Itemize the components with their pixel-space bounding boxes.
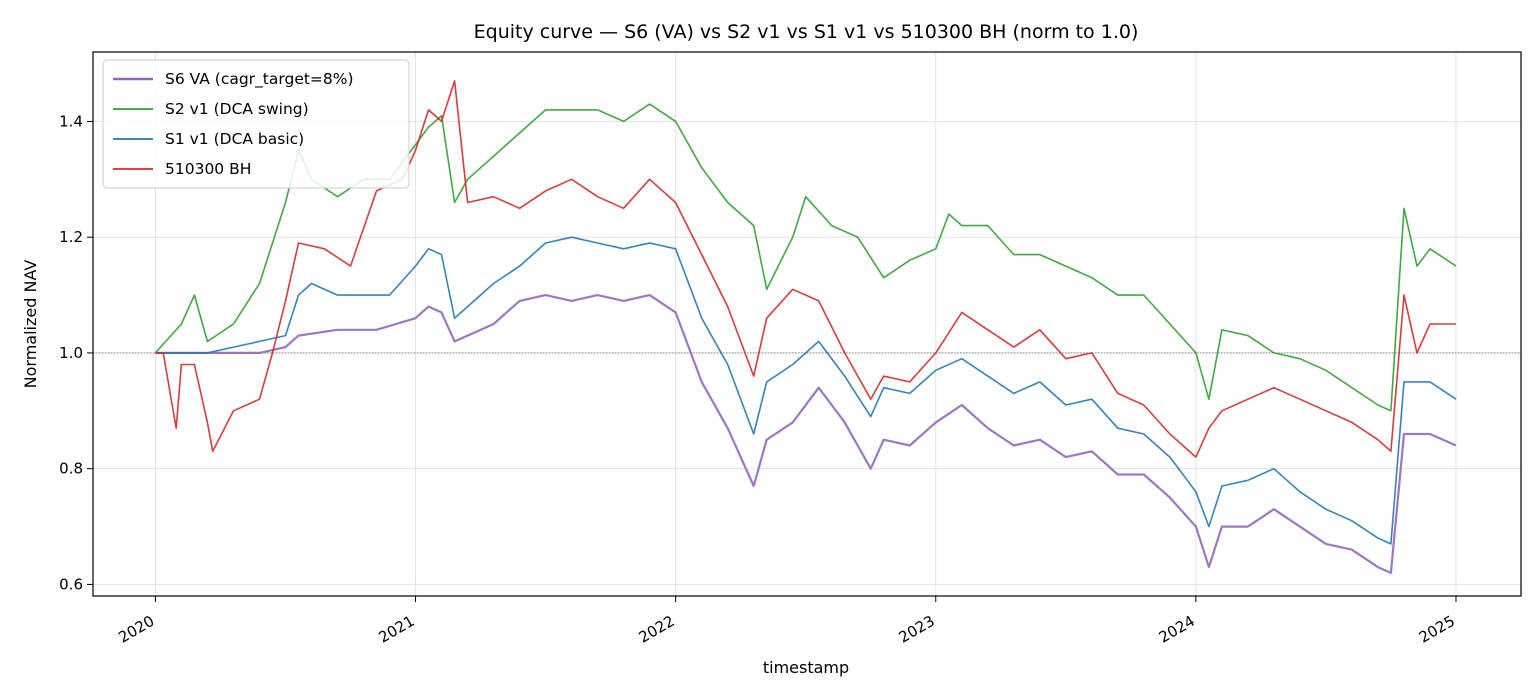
plot-area-frame [92,51,1522,597]
y-tick-label: 0.8 [59,460,83,478]
x-tick-label: 2020 [115,612,157,647]
x-tick-label: 2024 [1156,612,1198,647]
x-tick-label: 2022 [636,612,678,647]
series-line-1 [155,294,1457,575]
x-tick-label: 2023 [896,612,938,647]
y-tick-label: 1.4 [59,112,83,130]
x-axis-ticks: 2020 2021 2022 2023 2024 2025 [115,596,1458,647]
series-line-3 [155,236,1457,545]
legend: S6 VA (cagr_target=8%) S2 v1 (DCA swing) S… [102,59,410,189]
y-tick-label: 0.6 [59,575,83,593]
x-tick-label: 2021 [375,612,417,647]
y-axis-title: Normalized NAV [21,260,40,389]
series-line-4 [155,80,1456,458]
x-tick-label: 2025 [1416,612,1458,647]
y-axis-ticks: 0.6 0.8 1.0 1.2 1.4 [59,112,93,593]
chart-title: Equity curve — S6 (VA) vs S2 v1 vs S1 v1… [474,21,1139,43]
legend-label: S2 v1 (DCA swing) [165,100,309,118]
legend-label: 510300 BH [165,160,251,178]
legend-label: S1 v1 (DCA basic) [165,130,304,148]
y-tick-label: 1.0 [59,344,83,362]
x-axis-title: timestamp [763,658,849,677]
legend-box [102,59,410,189]
legend-label: S6 VA (cagr_target=8%) [165,70,354,89]
y-tick-label: 1.2 [59,228,83,246]
